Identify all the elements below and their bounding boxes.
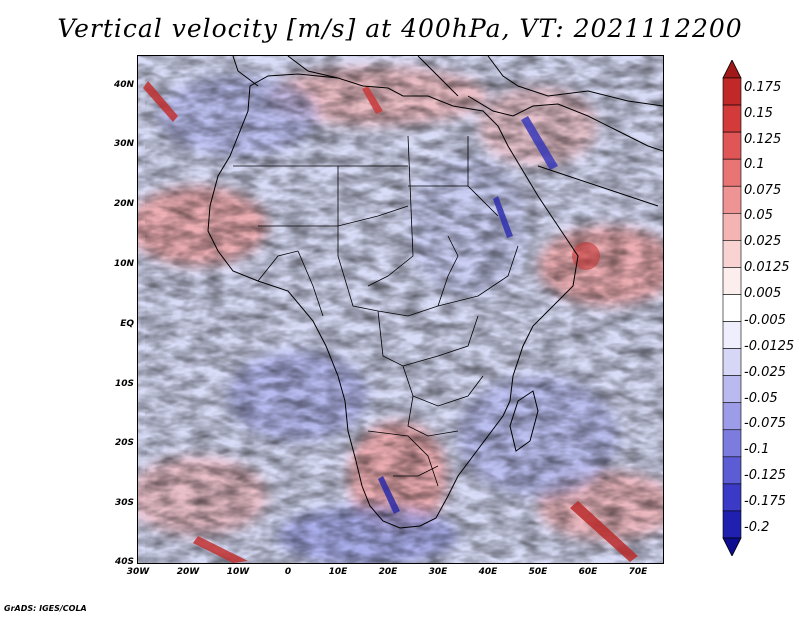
lon-label-30e: 30E [428, 567, 448, 577]
colorbar [722, 60, 742, 556]
lat-label-10s: 10S [114, 379, 134, 389]
colorbar-label: 0.1 [744, 157, 765, 172]
colorbar-box [722, 185, 742, 214]
lat-label-30n: 30N [113, 139, 134, 149]
lon-label-30w: 30W [126, 567, 150, 577]
lat-label-40s: 40S [114, 557, 134, 567]
strong-features [143, 81, 638, 563]
colorbar-boxes [722, 60, 742, 556]
colorbar-arrow-top [722, 60, 742, 79]
colorbar-label: 0.0125 [744, 260, 790, 275]
colorbar-box [722, 131, 742, 160]
lat-label-20n: 20N [113, 199, 134, 209]
colorbar-label: -0.075 [744, 416, 786, 431]
colorbar-box [722, 294, 742, 322]
field-texture-white [145, 59, 663, 563]
colorbar-box [722, 267, 742, 295]
colorbar-box [722, 348, 742, 376]
lat-label-eq: EQ [120, 319, 134, 329]
colorbar-box [722, 510, 742, 539]
colorbar-label: 0.15 [744, 106, 773, 121]
colorbar-label: 0.175 [744, 80, 782, 95]
colorbar-label: 0.05 [744, 208, 773, 223]
colorbar-box [722, 321, 742, 349]
colorbar-label: -0.2 [744, 520, 770, 535]
colorbar-box [722, 77, 742, 106]
lon-label-0: 0 [284, 567, 292, 577]
colorbar-label: -0.1 [744, 442, 770, 457]
colorbar-label: 0.005 [744, 286, 782, 301]
colorbar-box [722, 483, 742, 512]
lon-label-20e: 20E [378, 567, 398, 577]
colorbar-arrow-bottom [722, 537, 742, 556]
colorbar-box [722, 375, 742, 404]
lon-label-50e: 50E [528, 567, 548, 577]
colorbar-box [722, 240, 742, 268]
colorbar-label: -0.0125 [744, 339, 795, 354]
colorbar-box [722, 212, 742, 241]
lat-label-30s: 30S [114, 498, 134, 508]
colorbar-box [722, 158, 742, 187]
lon-label-60e: 60E [578, 567, 598, 577]
credit-text: GrADS: IGES/COLA [4, 604, 87, 613]
colorbar-box [722, 456, 742, 485]
lat-label-40n: 40N [113, 80, 134, 90]
country-borders [233, 135, 519, 487]
coastlines [207, 56, 663, 529]
colorbar-label: -0.125 [744, 468, 786, 483]
lon-label-40e: 40E [478, 567, 498, 577]
map-title: Vertical velocity [m/s] at 400hPa, VT: 2… [57, 14, 743, 43]
colorbar-label: -0.005 [744, 313, 786, 328]
colorbar-label: -0.025 [744, 365, 786, 380]
velocity-map[interactable] [137, 55, 664, 564]
colorbar-label: 0.025 [744, 234, 782, 249]
velocity-field [138, 56, 663, 563]
lat-label-20s: 20S [114, 438, 134, 448]
lon-label-10w: 10W [226, 567, 250, 577]
colorbar-label: -0.175 [744, 494, 786, 509]
colorbar-box [722, 429, 742, 458]
lon-label-70e: 70E [628, 567, 648, 577]
colorbar-box [722, 104, 742, 133]
lon-label-10e: 10E [328, 567, 348, 577]
colorbar-label: 0.075 [744, 183, 782, 198]
colorbar-label: -0.05 [744, 391, 778, 406]
colorbar-label: 0.125 [744, 132, 782, 147]
colorbar-box [722, 402, 742, 431]
lat-label-10n: 10N [113, 259, 134, 269]
lon-label-20w: 20W [176, 567, 200, 577]
